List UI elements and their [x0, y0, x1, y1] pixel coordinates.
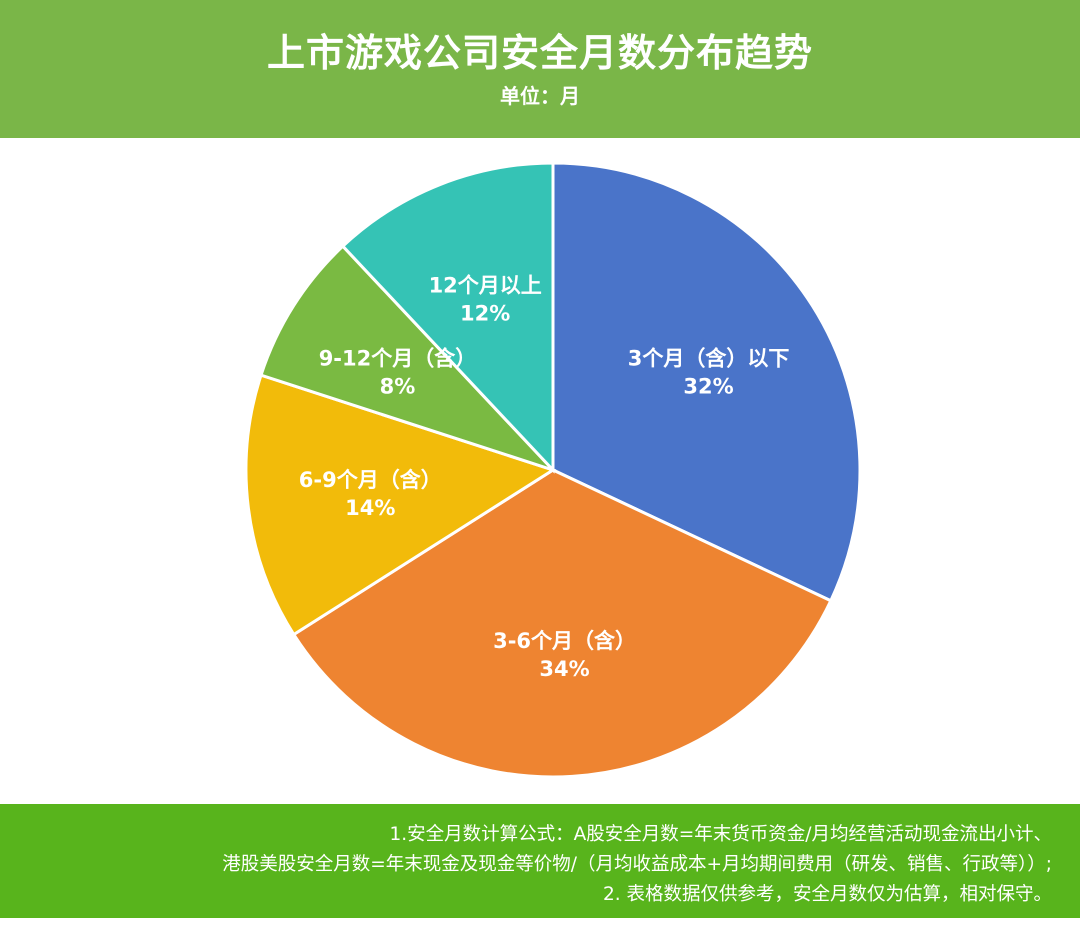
slice-percent-5: 12% [460, 302, 510, 326]
slice-label-3: 6-9个月（含） [299, 468, 442, 492]
slice-label-4: 9-12个月（含） [319, 346, 477, 370]
footer-note-line-1: 1.安全月数计算公式：A股安全月数=年末货币资金/月均经营活动现金流出小计、 [389, 824, 1052, 845]
chart-area: 3个月（含）以下 32% 3-6个月（含） 34% 6-9个月（含） 14% 9-12个月（… [0, 138, 1080, 804]
pie-slice-1 [551, 161, 862, 603]
footer-note-line-2: 港股美股安全月数=年末现金及现金等价物/（月均收益成本+月均期间费用（研发、销售… [222, 854, 1052, 875]
pie-slice-3 [244, 373, 557, 637]
slice-percent-2: 34% [539, 657, 589, 681]
header-banner: 上市游戏公司安全月数分布趋势 单位：月 [0, 0, 1080, 138]
pie-slice-5 [340, 161, 555, 474]
footer-note-line-3: 2. 表格数据仅供参考，安全月数仅为估算，相对保守。 [602, 884, 1052, 905]
chart-title: 上市游戏公司安全月数分布趋势 [266, 31, 813, 75]
pie-slice-2 [291, 468, 833, 779]
chart-subtitle: 单位：月 [500, 84, 580, 108]
slice-label-5: 12个月以上 [429, 274, 542, 298]
footer-notes: 1.安全月数计算公式：A股安全月数=年末货币资金/月均经营活动现金流出小计、 港… [0, 804, 1080, 918]
pie-chart: 3个月（含）以下 32% 3-6个月（含） 34% 6-9个月（含） 14% 9-12个月（… [244, 161, 862, 779]
slice-percent-4: 8% [380, 374, 416, 398]
slice-percent-1: 32% [683, 374, 733, 398]
slice-percent-3: 14% [345, 496, 395, 520]
bottom-strip [0, 918, 1080, 926]
pie-slice-4 [259, 244, 555, 472]
slice-label-1: 3个月（含）以下 [628, 346, 790, 370]
slice-label-2: 3-6个月（含） [493, 629, 636, 653]
